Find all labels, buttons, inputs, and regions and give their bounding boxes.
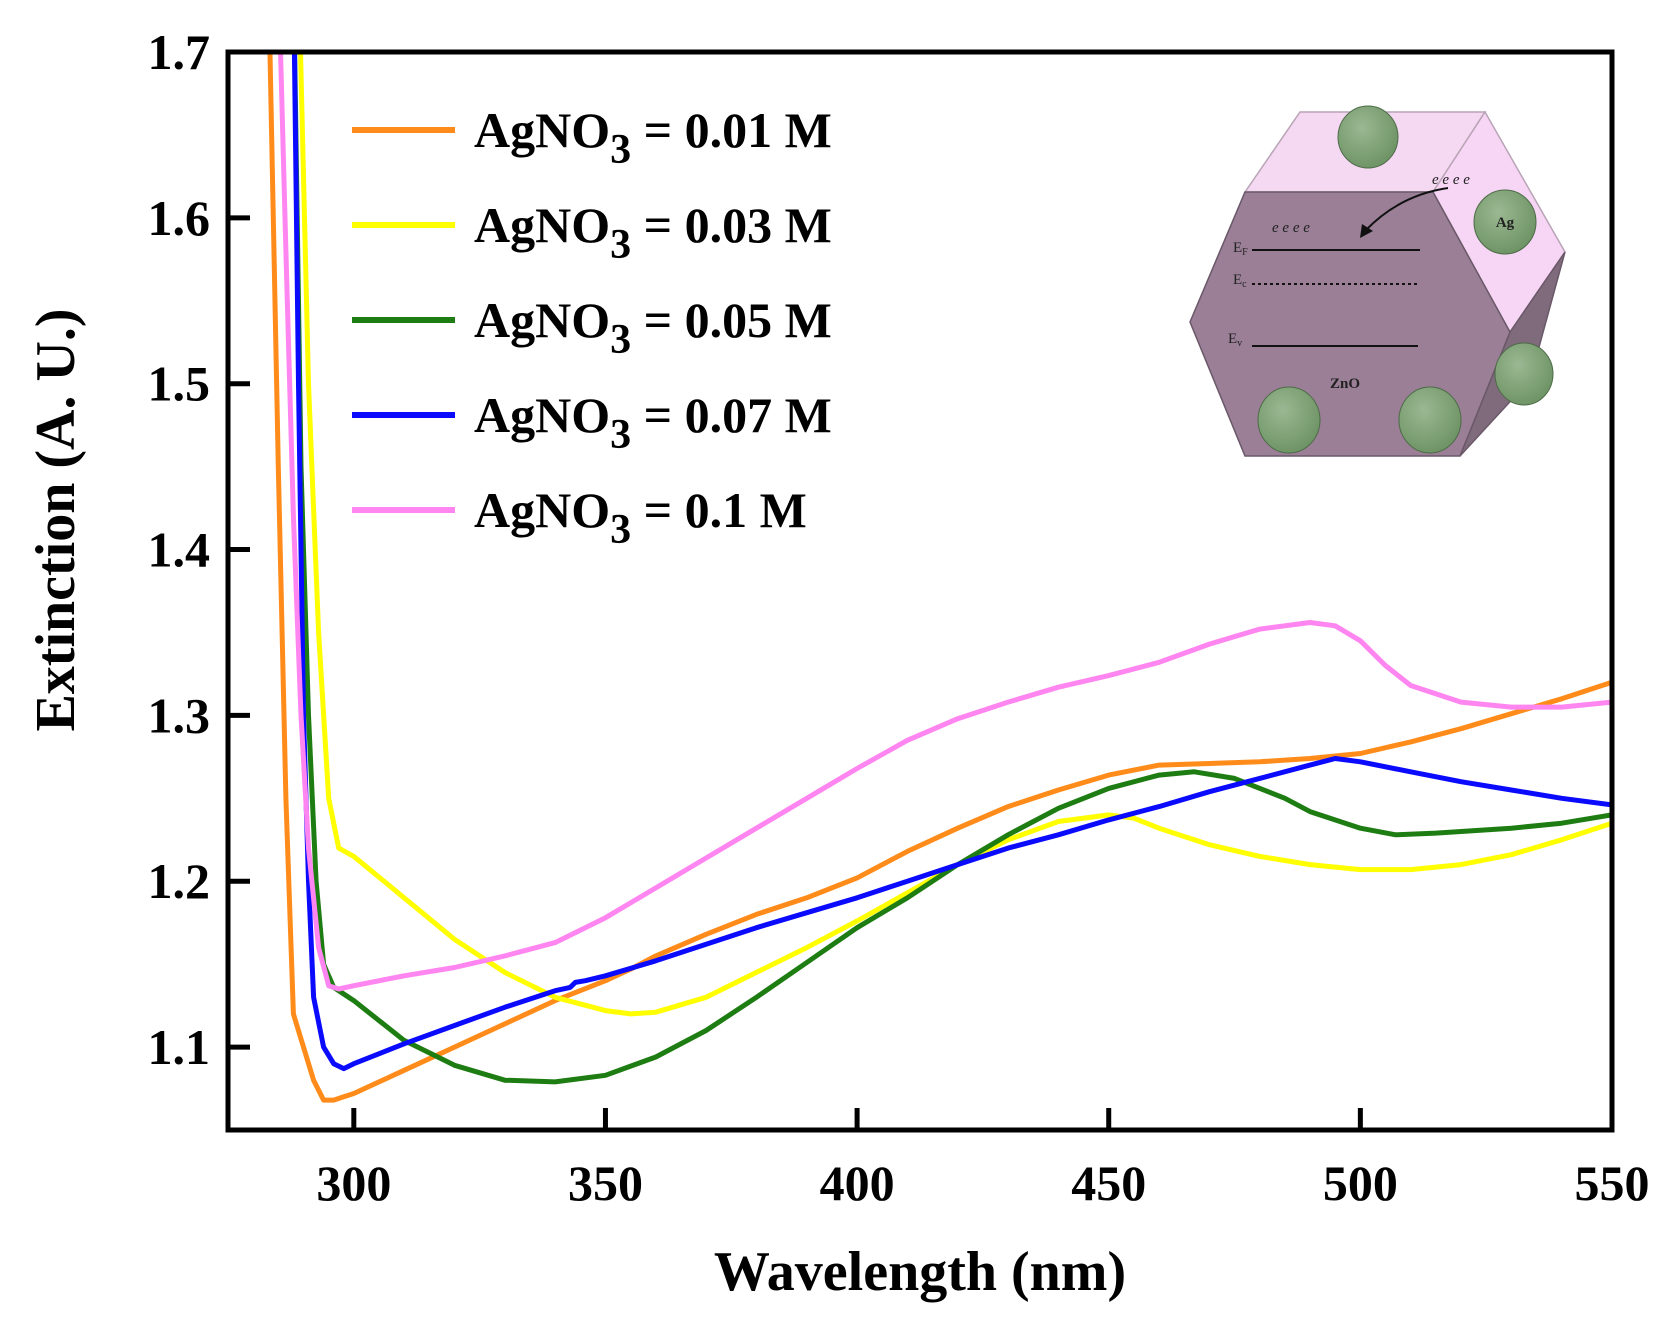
- arrow-head: [1360, 224, 1373, 238]
- ag-particle-label: Ag: [1496, 215, 1515, 231]
- y-tick-label: 1.4: [148, 522, 211, 578]
- y-tick-label: 1.2: [148, 853, 211, 909]
- electrons-side-label: e e e e: [1432, 172, 1470, 188]
- legend-label-1: AgNO3 = 0.01 M: [474, 102, 832, 173]
- material-label: ZnO: [1330, 376, 1360, 392]
- series-line-3: [292, 52, 1612, 1085]
- y-tick-label: 1.3: [148, 687, 211, 743]
- series-layer: [267, 52, 1612, 1103]
- series-line-4: [291, 52, 1612, 1072]
- ag-particle: [1398, 386, 1462, 454]
- series-line-5: [278, 52, 1612, 992]
- y-tick-label: 1.6: [148, 190, 211, 246]
- legend: AgNO3 = 0.01 M AgNO3 = 0.03 M AgNO3 = 0.05…: [352, 102, 832, 553]
- conduction-band-label: Ec: [1233, 272, 1247, 290]
- inset-schematic: EF Ec Ev e e e e e e e e ZnO Ag: [1189, 105, 1566, 457]
- y-tick-label: 1.1: [148, 1019, 211, 1075]
- series-line-1: [267, 52, 1612, 1103]
- ag-particle: [1473, 189, 1537, 255]
- ag-particle: [1257, 386, 1321, 454]
- x-axis-title: Wavelength (nm): [714, 1241, 1126, 1303]
- y-tick-label: 1.7: [148, 24, 211, 80]
- electrons-front-label: e e e e: [1272, 220, 1310, 236]
- ag-particle: [1494, 342, 1554, 406]
- x-tick-label: 500: [1323, 1155, 1398, 1211]
- x-tick-label: 300: [316, 1155, 391, 1211]
- legend-label-4: AgNO3 = 0.07 M: [474, 387, 832, 458]
- y-tick-label: 1.5: [148, 356, 211, 412]
- y-axis-title: Extinction (A. U.): [25, 308, 87, 731]
- plot-frame: [225, 49, 1615, 1133]
- x-tick-label: 400: [820, 1155, 895, 1211]
- x-tick-label: 450: [1071, 1155, 1146, 1211]
- legend-label-3: AgNO3 = 0.05 M: [474, 292, 832, 363]
- fermi-level-label: EF: [1233, 240, 1248, 258]
- valence-band-label: Ev: [1228, 331, 1242, 349]
- legend-label-2: AgNO3 = 0.03 M: [474, 197, 832, 268]
- series-line-2: [297, 52, 1612, 1017]
- x-axis-ticks: 300 350 400 450 500 550: [316, 1108, 1650, 1211]
- legend-label-5: AgNO3 = 0.1 M: [474, 482, 807, 553]
- x-tick-label: 350: [568, 1155, 643, 1211]
- y-axis-ticks: 1.1 1.2 1.3 1.4 1.5 1.6 1.7: [148, 24, 250, 1075]
- x-tick-label: 550: [1575, 1155, 1650, 1211]
- ag-particle: [1337, 105, 1399, 169]
- electron-transfer-arrow: [1365, 187, 1449, 231]
